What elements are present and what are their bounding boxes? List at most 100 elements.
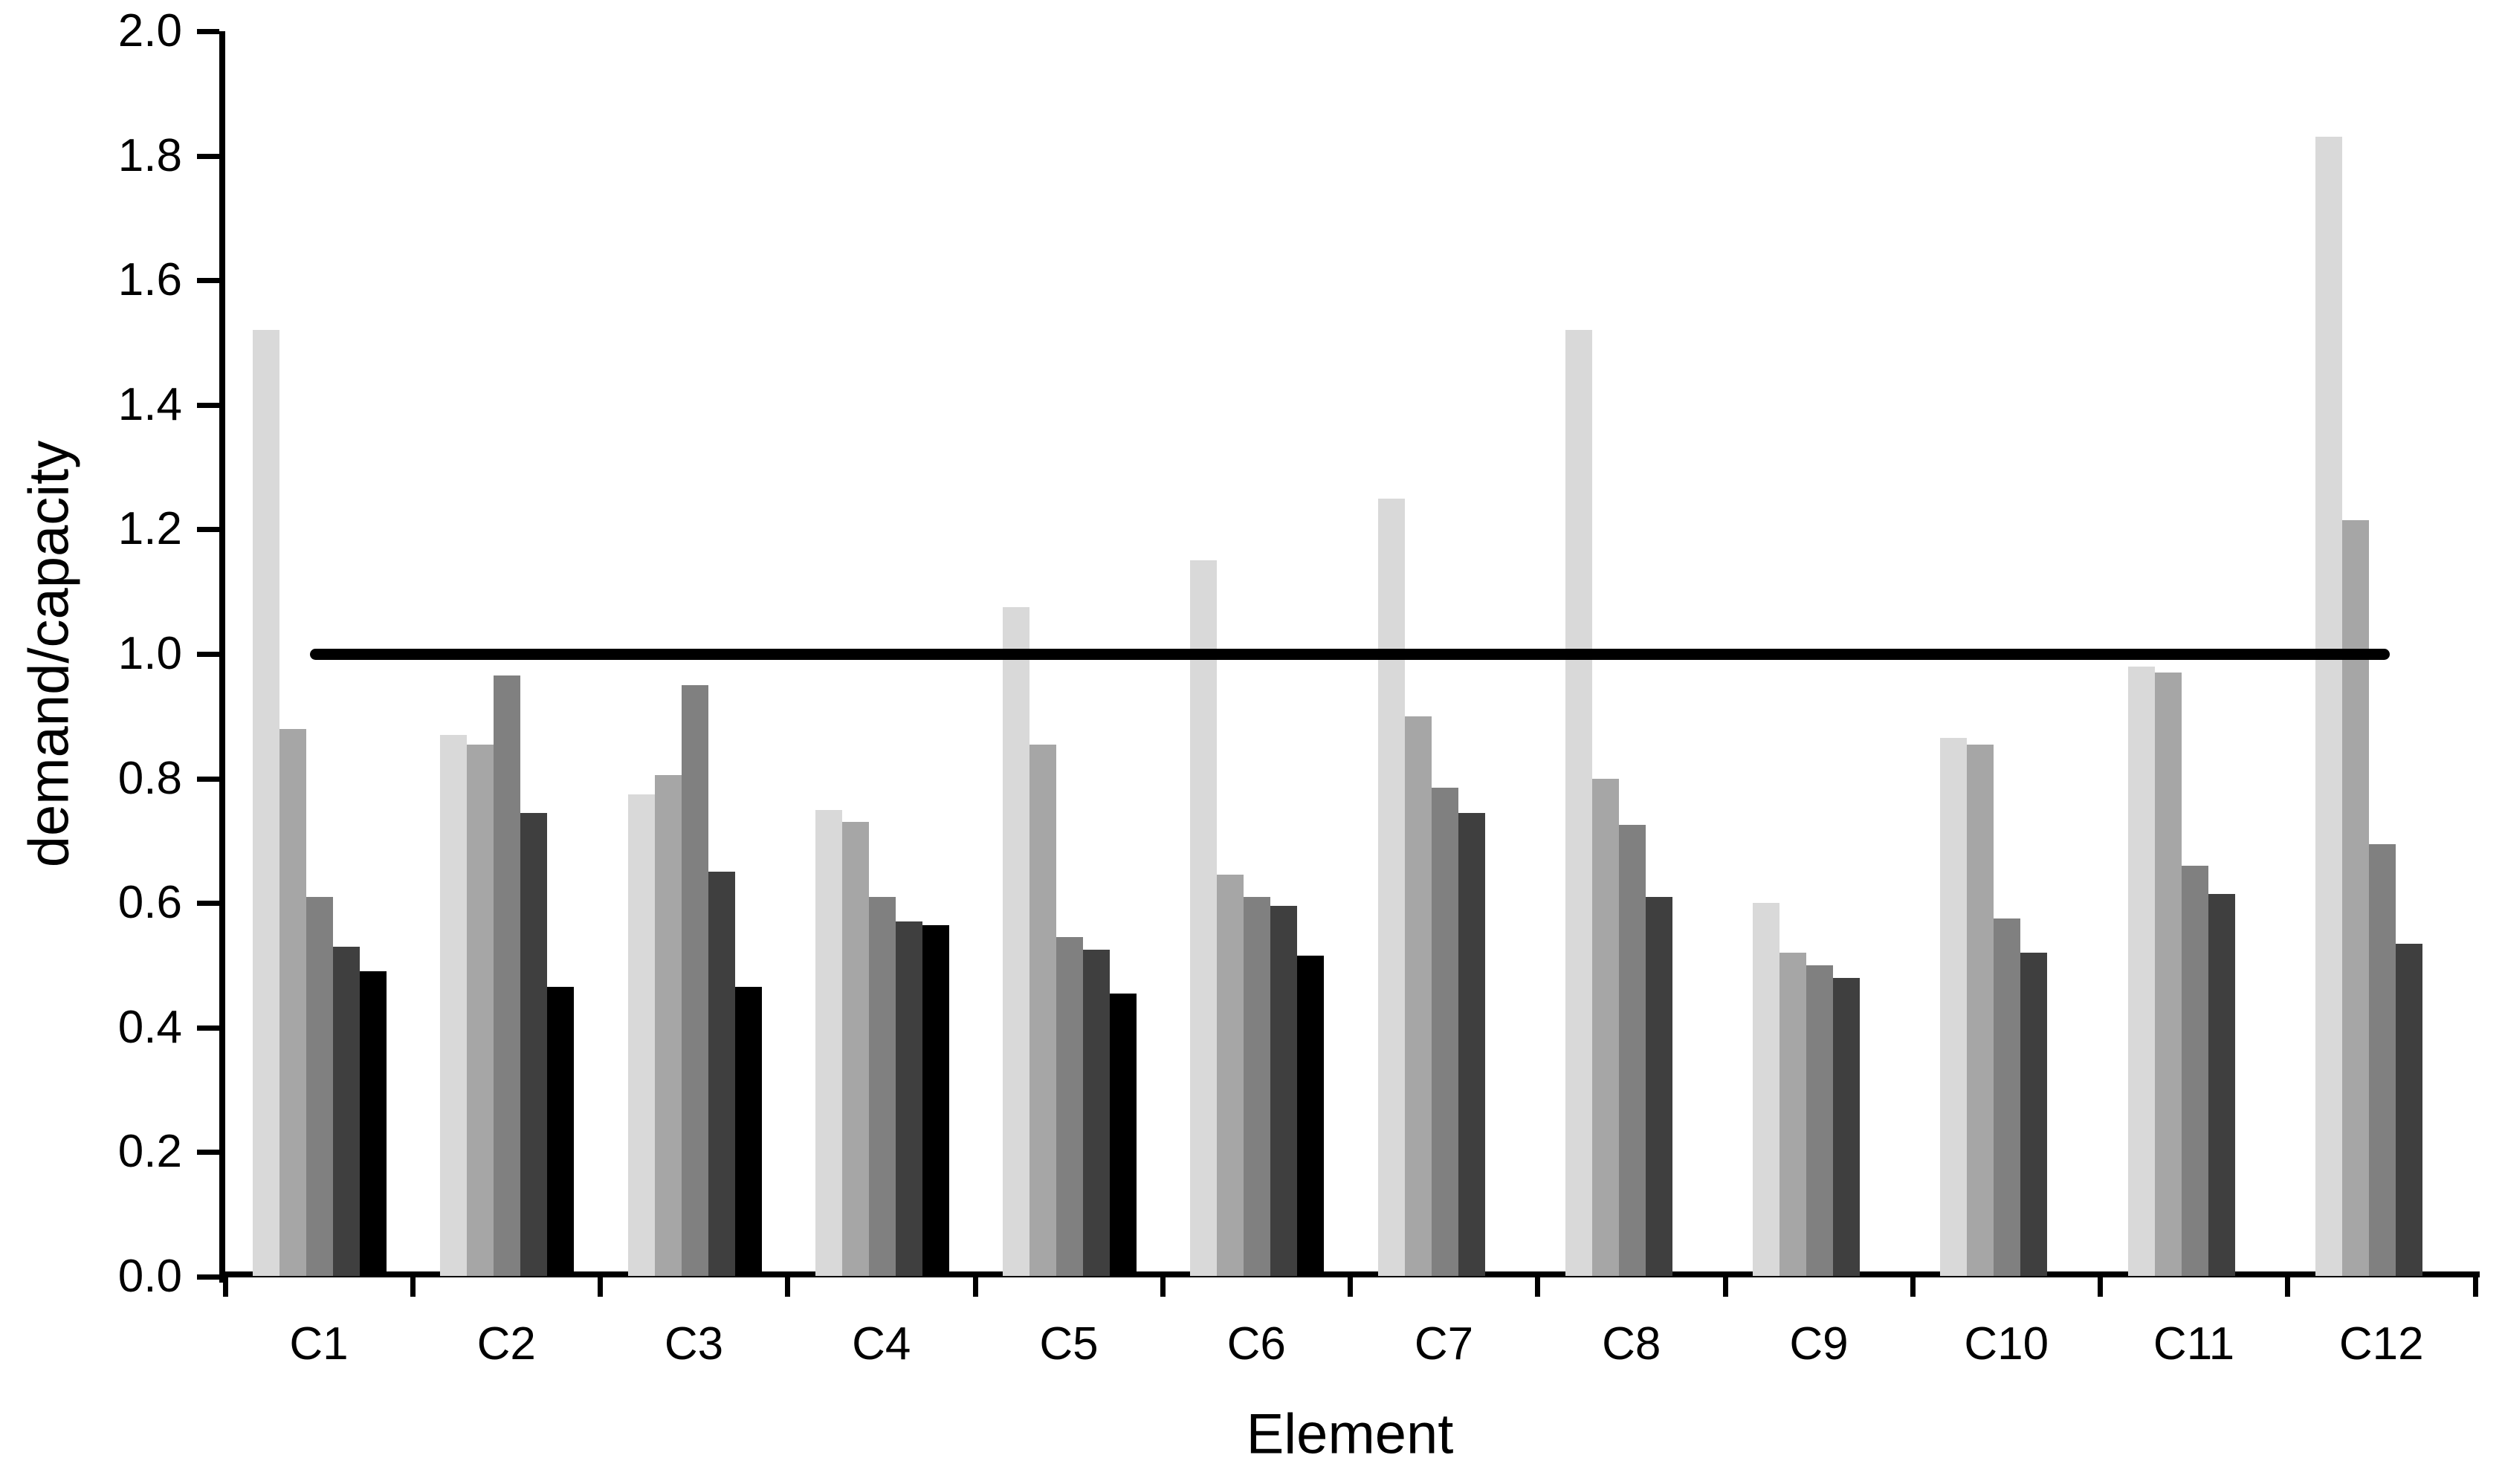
bar-C7-shade-4-dark-gray	[1458, 812, 1485, 1276]
x-tick-mark	[2285, 1277, 2291, 1297]
bar-C7-shade-3-medium-gray	[1431, 788, 1458, 1276]
reference-line	[310, 648, 2390, 660]
bar-C6-shade-4-dark-gray	[1270, 906, 1298, 1276]
y-tick-mark	[197, 1025, 219, 1031]
bar-C11-shade-3-medium-gray	[2181, 865, 2208, 1276]
y-tick-label: 2.0	[117, 5, 182, 56]
bar-C3-shade-3-medium-gray	[681, 684, 708, 1276]
bar-C3-shade-1-lightest-gray	[627, 794, 655, 1276]
x-tick-mark	[1160, 1277, 1166, 1297]
x-tick-mark	[972, 1277, 978, 1297]
bar-C9-shade-4-dark-gray	[1833, 977, 1860, 1276]
x-category-label: C12	[2338, 1318, 2424, 1370]
y-tick-mark	[197, 527, 219, 533]
bar-C5-shade-5-black	[1110, 993, 1137, 1276]
bar-C9-shade-2-light-gray	[1779, 953, 1806, 1276]
bar-C12-shade-4-dark-gray	[2395, 943, 2422, 1276]
bar-C3-shade-2-light-gray	[654, 775, 682, 1276]
bar-C2-shade-3-medium-gray	[494, 675, 521, 1276]
bar-C5-shade-3-medium-gray	[1056, 937, 1083, 1276]
y-tick-mark	[197, 776, 219, 782]
x-tick-mark	[222, 1277, 228, 1297]
bar-C5-shade-4-dark-gray	[1083, 950, 1110, 1276]
y-tick-label: 1.6	[117, 254, 182, 306]
bar-C3-shade-4-dark-gray	[708, 872, 735, 1276]
x-category-label: C7	[1414, 1318, 1474, 1370]
bar-C7-shade-2-light-gray	[1404, 716, 1432, 1276]
y-axis-line	[219, 31, 225, 1283]
x-category-label: C2	[476, 1318, 536, 1370]
x-category-label: C6	[1226, 1318, 1286, 1370]
y-tick-mark	[197, 1274, 219, 1280]
bar-C1-shade-3-medium-gray	[306, 896, 333, 1276]
y-tick-mark	[197, 278, 219, 284]
bar-C10-shade-1-lightest-gray	[1940, 738, 1968, 1276]
bar-C12-shade-1-lightest-gray	[2315, 137, 2342, 1276]
x-category-label: C3	[664, 1318, 724, 1370]
x-category-label: C8	[1602, 1318, 1661, 1370]
bar-C5-shade-1-lightest-gray	[1003, 607, 1029, 1276]
x-tick-mark	[410, 1277, 416, 1297]
bar-C11-shade-4-dark-gray	[2208, 893, 2235, 1276]
x-category-label: C11	[2153, 1318, 2235, 1370]
y-axis-title: demand/capacity	[17, 440, 81, 868]
bar-C1-shade-1-lightest-gray	[253, 330, 279, 1276]
y-tick-mark	[197, 153, 219, 159]
bar-C4-shade-3-medium-gray	[868, 896, 896, 1276]
x-tick-mark	[1535, 1277, 1541, 1297]
y-tick-mark	[197, 29, 219, 34]
x-category-label: C4	[852, 1318, 911, 1370]
x-category-label: C9	[1789, 1318, 1849, 1370]
bar-C10-shade-4-dark-gray	[2020, 953, 2048, 1276]
bar-C2-shade-2-light-gray	[467, 744, 494, 1276]
bar-C4-shade-5-black	[922, 924, 949, 1276]
bar-C11-shade-1-lightest-gray	[2127, 666, 2155, 1276]
bar-C12-shade-3-medium-gray	[2368, 843, 2396, 1276]
bar-C1-shade-4-dark-gray	[333, 946, 360, 1276]
bar-C4-shade-4-dark-gray	[895, 921, 922, 1276]
x-axis-line	[219, 1271, 2480, 1277]
bar-C12-shade-2-light-gray	[2341, 519, 2369, 1276]
bar-C8-shade-3-medium-gray	[1618, 825, 1646, 1276]
bar-C10-shade-2-light-gray	[1967, 744, 1994, 1276]
x-category-label: C10	[1964, 1318, 2049, 1370]
y-tick-label: 1.0	[117, 628, 182, 679]
y-tick-label: 0.8	[117, 752, 182, 804]
x-category-label: C1	[289, 1318, 349, 1370]
bar-C2-shade-5-black	[547, 987, 575, 1276]
bar-C2-shade-1-lightest-gray	[440, 734, 468, 1276]
y-tick-label: 0.2	[117, 1126, 182, 1178]
bar-C8-shade-4-dark-gray	[1645, 896, 1672, 1276]
bar-C9-shade-1-lightest-gray	[1753, 903, 1779, 1276]
y-tick-label: 1.2	[117, 503, 182, 555]
bar-C9-shade-3-medium-gray	[1806, 965, 1833, 1276]
y-tick-label: 1.4	[117, 378, 182, 430]
y-tick-mark	[197, 652, 219, 657]
x-axis-title: Element	[1246, 1402, 1454, 1466]
y-tick-mark	[197, 402, 219, 408]
y-tick-label: 0.6	[117, 877, 182, 929]
bar-C8-shade-1-lightest-gray	[1565, 330, 1592, 1276]
x-tick-mark	[2098, 1277, 2103, 1297]
x-tick-mark	[785, 1277, 791, 1297]
bar-C2-shade-4-dark-gray	[520, 812, 548, 1276]
x-tick-mark	[598, 1277, 603, 1297]
bar-C7-shade-1-lightest-gray	[1377, 498, 1405, 1276]
x-tick-mark	[2472, 1277, 2478, 1297]
y-tick-label: 0.4	[117, 1001, 182, 1053]
y-tick-label: 0.0	[117, 1251, 182, 1302]
bar-C4-shade-1-lightest-gray	[815, 809, 842, 1276]
bar-C5-shade-2-light-gray	[1029, 744, 1056, 1276]
bar-C6-shade-3-medium-gray	[1244, 896, 1271, 1276]
bar-C1-shade-2-light-gray	[279, 728, 306, 1276]
bar-C8-shade-2-light-gray	[1591, 778, 1619, 1276]
x-category-label: C5	[1039, 1318, 1099, 1370]
bar-C10-shade-3-medium-gray	[1994, 918, 2021, 1276]
bar-C6-shade-2-light-gray	[1217, 875, 1244, 1276]
y-tick-mark	[197, 901, 219, 907]
x-tick-mark	[1348, 1277, 1353, 1297]
bar-C4-shade-2-light-gray	[841, 822, 869, 1276]
bar-C6-shade-5-black	[1297, 956, 1325, 1276]
bar-C6-shade-1-lightest-gray	[1190, 560, 1218, 1276]
